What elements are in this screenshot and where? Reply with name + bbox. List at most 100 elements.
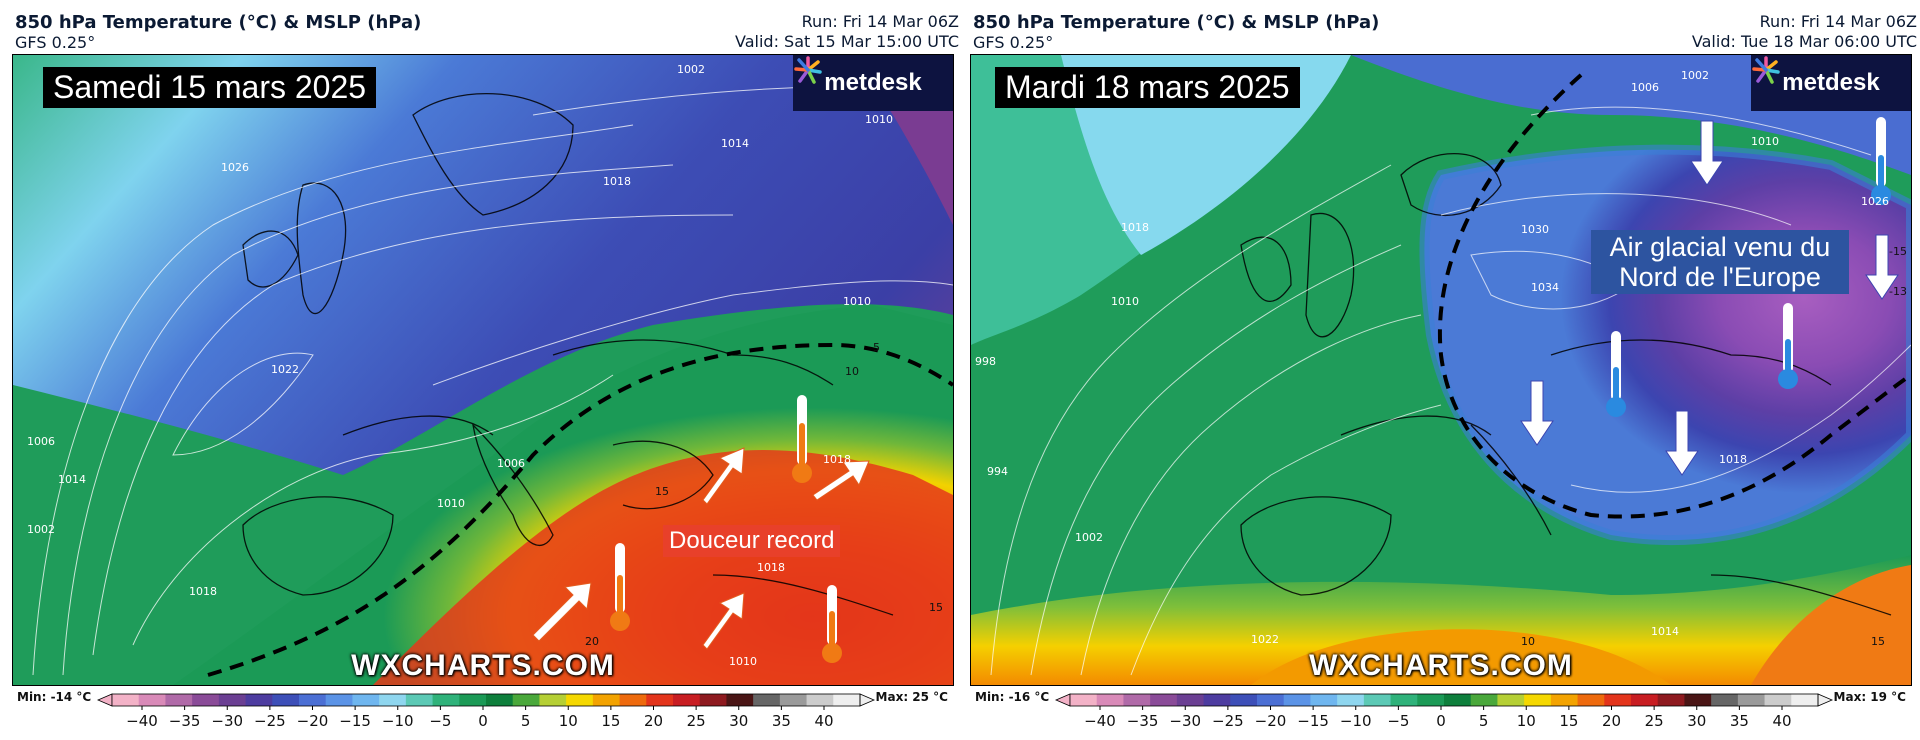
date-label: Mardi 18 mars 2025 <box>995 67 1300 108</box>
isobar-label: 1010 <box>843 295 871 308</box>
colorbar-swatch <box>512 694 540 706</box>
isobar-label: 1002 <box>677 63 705 76</box>
colorbar-swatch <box>459 694 487 706</box>
colorbar-swatch <box>325 694 353 706</box>
colorbar-swatch <box>352 694 380 706</box>
max-label: Max: 19 °C <box>1833 690 1906 704</box>
colorbar-frame <box>111 693 861 707</box>
min-label: Min: -14 °C <box>17 690 92 704</box>
colorbar-extend-high <box>1817 693 1834 707</box>
colorbar-swatch <box>806 694 834 706</box>
contour-label: 5 <box>873 341 880 354</box>
colorbar-swatch <box>1550 694 1579 706</box>
colorbar-tick-label: −15 <box>339 712 371 730</box>
colorbar-tick-label: 35 <box>1730 712 1749 730</box>
isobar-label: 1014 <box>721 137 749 150</box>
colorbar-swatch <box>1631 694 1659 706</box>
colorbar-swatch <box>566 694 594 706</box>
chart-title: 850 hPa Temperature (°C) & MSLP (hPa) <box>973 12 1380 33</box>
contour-label: 15 <box>655 485 669 498</box>
colorbar-swatch <box>1764 694 1792 706</box>
colorbar-swatch <box>753 694 781 706</box>
max-label: Max: 25 °C <box>875 690 948 704</box>
colorbar-legend: Min: -16 °C Max: 19 °C −40 −35 −30 −25 −20 −1… <box>970 690 1916 736</box>
isobar-label: 1026 <box>1861 195 1889 208</box>
isobar-label: 1002 <box>1681 69 1709 82</box>
colorbar-swatch <box>539 694 567 706</box>
valid-label: Valid: Sat 15 Mar 15:00 UTC <box>735 32 959 51</box>
watermark: WXCHARTS.COM <box>1309 649 1573 682</box>
isobar-label: 1034 <box>1531 281 1559 294</box>
colorbar-swatch <box>218 694 247 706</box>
isobar-label: 1018 <box>603 175 631 188</box>
colorbar-swatch <box>833 694 861 706</box>
watermark: WXCHARTS.COM <box>351 649 615 682</box>
colorbar-tick-label: −25 <box>254 712 286 730</box>
colorbar-swatch <box>486 694 514 706</box>
colorbar-tick-label: −40 <box>126 712 158 730</box>
colorbar-swatch <box>592 694 621 706</box>
contour-label: 15 <box>1871 635 1885 648</box>
colorbar-tick-label: −15 <box>1297 712 1329 730</box>
colorbar-tick-label: −35 <box>169 712 201 730</box>
isobar-label: 1014 <box>1651 625 1679 638</box>
colorbar-tick-label: −35 <box>1127 712 1159 730</box>
arrow-icon <box>532 447 870 650</box>
colorbar-swatch <box>619 694 647 706</box>
colorbar-swatch <box>405 694 434 706</box>
isobar-label: 1010 <box>865 113 893 126</box>
colorbar: −40 −35 −30 −25 −20 −15 −10 −5 0 5 10 15 20 25 30 35 40 <box>96 693 876 730</box>
weather-map-left: 1002 1010 1014 1018 1026 1022 1010 1006 … <box>12 54 954 686</box>
isobar-label: 1018 <box>823 453 851 466</box>
colorbar-tick-label: 10 <box>1517 712 1536 730</box>
colorbar-tick-label: −10 <box>382 712 414 730</box>
colorbar-tick-label: −20 <box>297 712 329 730</box>
colorbar-swatch <box>1604 694 1632 706</box>
colorbar-swatch <box>1123 694 1151 706</box>
isobar-label: 1010 <box>437 497 465 510</box>
contour-label: 10 <box>845 365 859 378</box>
colorbar-tick-label: 0 <box>1436 712 1446 730</box>
contour-label: 20 <box>585 635 599 648</box>
colorbar-swatch <box>673 694 701 706</box>
annotation-line: Nord de l'Europe <box>1619 262 1821 292</box>
colorbar: −40 −35 −30 −25 −20 −15 −10 −5 0 5 10 15 20 25 30 35 40 <box>1054 693 1834 730</box>
colorbar-extend-low <box>1054 693 1071 707</box>
metdesk-logo-icon <box>794 56 822 84</box>
isobar-label: 1006 <box>27 435 55 448</box>
isobar-label: 1006 <box>497 457 525 470</box>
colorbar-swatch <box>1176 694 1205 706</box>
metdesk-logo-icon <box>1752 56 1780 84</box>
isobar-label: 1002 <box>27 523 55 536</box>
colorbar-swatch <box>1470 694 1498 706</box>
colorbar-swatch <box>1497 694 1525 706</box>
metdesk-logo-text: metdesk <box>1782 69 1880 96</box>
colorbar-tick-label: 25 <box>1645 712 1664 730</box>
colorbar-swatch <box>138 694 166 706</box>
min-label: Min: -16 °C <box>975 690 1050 704</box>
colorbar-extend-high <box>859 693 876 707</box>
isobar-label: 1030 <box>1521 223 1549 236</box>
colorbar-swatch <box>1337 694 1365 706</box>
isobar-label: 1006 <box>1631 81 1659 94</box>
chart-panel-left: 850 hPa Temperature (°C) & MSLP (hPa) GF… <box>12 0 962 740</box>
isobar-label: 1010 <box>729 655 757 668</box>
colorbar-tick-label: 40 <box>1772 712 1791 730</box>
colorbar-swatch <box>1096 694 1124 706</box>
isobar-label: 1018 <box>189 585 217 598</box>
colorbar-tick-label: 40 <box>814 712 833 730</box>
isobar-label: 1018 <box>1719 453 1747 466</box>
colorbar-swatch <box>165 694 193 706</box>
run-label: Run: Fri 14 Mar 06Z <box>801 12 959 31</box>
colorbar-swatch <box>1390 694 1418 706</box>
colorbar-tick-label: 30 <box>729 712 748 730</box>
colorbar-tick-label: 0 <box>478 712 488 730</box>
colorbar-tick-label: 5 <box>1479 712 1489 730</box>
isobar-label: 1014 <box>58 473 86 486</box>
run-label: Run: Fri 14 Mar 06Z <box>1759 12 1917 31</box>
colorbar-swatch <box>779 694 808 706</box>
colorbar-legend: Min: -14 °C Max: 25 °C −40 −35 −30 −25 −20 −1… <box>12 690 958 736</box>
metdesk-logo: metdesk <box>793 55 953 111</box>
metdesk-logo: metdesk <box>1751 55 1911 111</box>
colorbar-tick-label: −30 <box>1169 712 1201 730</box>
